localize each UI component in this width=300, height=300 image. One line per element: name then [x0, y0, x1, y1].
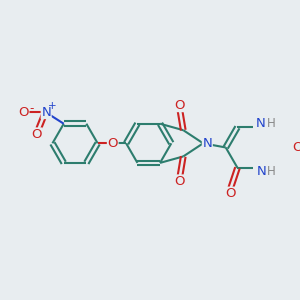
- Text: N: N: [41, 106, 51, 118]
- Text: O: O: [175, 175, 185, 188]
- Text: O: O: [107, 137, 118, 150]
- Text: H: H: [267, 116, 275, 130]
- Text: +: +: [48, 101, 56, 111]
- Text: O: O: [292, 141, 300, 154]
- Text: H: H: [267, 166, 275, 178]
- Text: N: N: [256, 117, 266, 130]
- Text: -: -: [30, 102, 34, 115]
- Text: O: O: [18, 106, 29, 118]
- Text: O: O: [32, 128, 42, 141]
- Text: O: O: [226, 187, 236, 200]
- Text: N: N: [202, 137, 212, 150]
- Text: O: O: [175, 99, 185, 112]
- Text: N: N: [257, 165, 267, 178]
